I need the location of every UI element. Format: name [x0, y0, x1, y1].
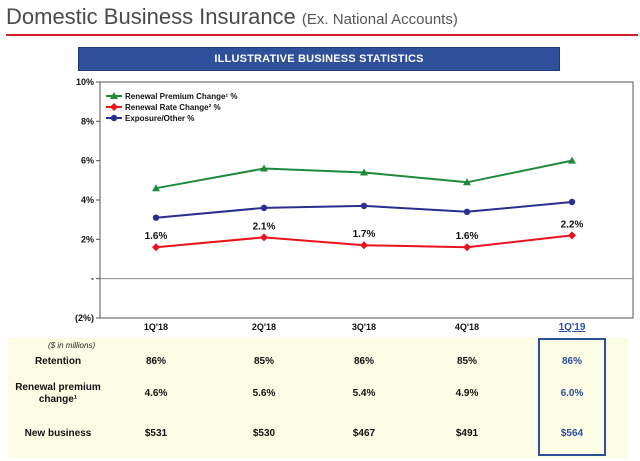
data-point-triangle [360, 168, 368, 176]
x-tick-label: 3Q'18 [352, 322, 376, 332]
y-tick-label: 2% [81, 234, 94, 244]
data-point-diamond [360, 241, 368, 250]
data-label: 1.6% [145, 231, 168, 242]
page-title-subtitle: (Ex. National Accounts) [301, 11, 458, 28]
data-point-diamond [110, 103, 118, 111]
data-point-circle [360, 202, 368, 210]
y-tick-label: - [91, 274, 94, 284]
data-point-circle [152, 214, 160, 221]
table-cell: $491 [455, 428, 479, 439]
x-tick-label: 2Q'18 [252, 322, 276, 332]
table-cell: $530 [252, 428, 276, 439]
table-row-label: Retention [34, 356, 82, 367]
table-cell: $531 [144, 428, 168, 439]
data-point-circle [110, 114, 118, 122]
data-label: 1.7% [353, 229, 376, 240]
section-banner: ILLUSTRATIVE BUSINESS STATISTICS [78, 47, 560, 71]
data-point-diamond [260, 233, 268, 242]
table-row-label: Renewal premium change¹ [15, 382, 101, 405]
table-cell: 4.6% [144, 388, 168, 399]
line-chart: 10% 8% 6% 4% 2% - (2%) 1Q'18 2Q'18 3Q'18 4Q'18 1Q'1… [75, 77, 634, 333]
y-tick-label: 8% [81, 116, 94, 126]
y-tick-label: (2%) [75, 313, 94, 323]
data-point-triangle [260, 164, 268, 172]
data-point-triangle [152, 184, 160, 192]
section-banner-label: ILLUSTRATIVE BUSINESS STATISTICS [214, 53, 424, 65]
table-cell: 5.6% [252, 388, 276, 399]
data-label: 2.2% [561, 219, 584, 230]
data-point-triangle [568, 156, 576, 164]
table-cell: 85% [456, 356, 477, 367]
data-label: 2.1% [253, 221, 276, 232]
table-cell: 4.9% [455, 388, 479, 399]
data-point-circle [260, 204, 268, 212]
y-tick-label: 10% [76, 77, 94, 87]
y-tick-label: 4% [81, 195, 94, 205]
x-tick-label: 1Q'19 [559, 322, 586, 333]
highlight-column-box [538, 338, 606, 456]
table-cell: 85% [253, 356, 274, 367]
table-cell: 5.4% [352, 388, 376, 399]
legend-label: Renewal Rate Change² % [125, 103, 221, 112]
data-label: 1.6% [456, 231, 479, 242]
table-cell: $467 [352, 428, 376, 439]
legend-label: Exposure/Other % [125, 114, 194, 123]
x-tick-label: 1Q'18 [144, 322, 168, 332]
page-title-main: Domestic Business Insurance [6, 4, 296, 29]
table-cell: 86% [353, 356, 374, 367]
table-row-label: New business [24, 428, 92, 439]
legend-label: Renewal Premium Change¹ % [125, 92, 237, 101]
table-cell: 86% [561, 356, 582, 367]
data-point-circle [463, 208, 471, 215]
y-tick-label: 6% [81, 156, 94, 166]
table-units-note: ($ in millions) [48, 341, 96, 350]
x-tick-label: 4Q'18 [455, 322, 479, 332]
data-point-diamond [152, 243, 160, 252]
table-cell: $564 [560, 428, 584, 439]
data-point-diamond [568, 231, 576, 240]
data-point-triangle [463, 178, 471, 186]
page-title: Domestic Business Insurance (Ex. Nationa… [6, 2, 458, 32]
table-cell: 86% [145, 356, 166, 367]
data-point-diamond [463, 243, 471, 252]
data-point-triangle [110, 92, 118, 99]
table-cell: 6.0% [560, 388, 584, 399]
statistics-table: ($ in millions) Retention 86% 85% 86% 85% 86%… [8, 338, 628, 458]
data-point-circle [568, 198, 576, 206]
title-divider [6, 34, 638, 36]
